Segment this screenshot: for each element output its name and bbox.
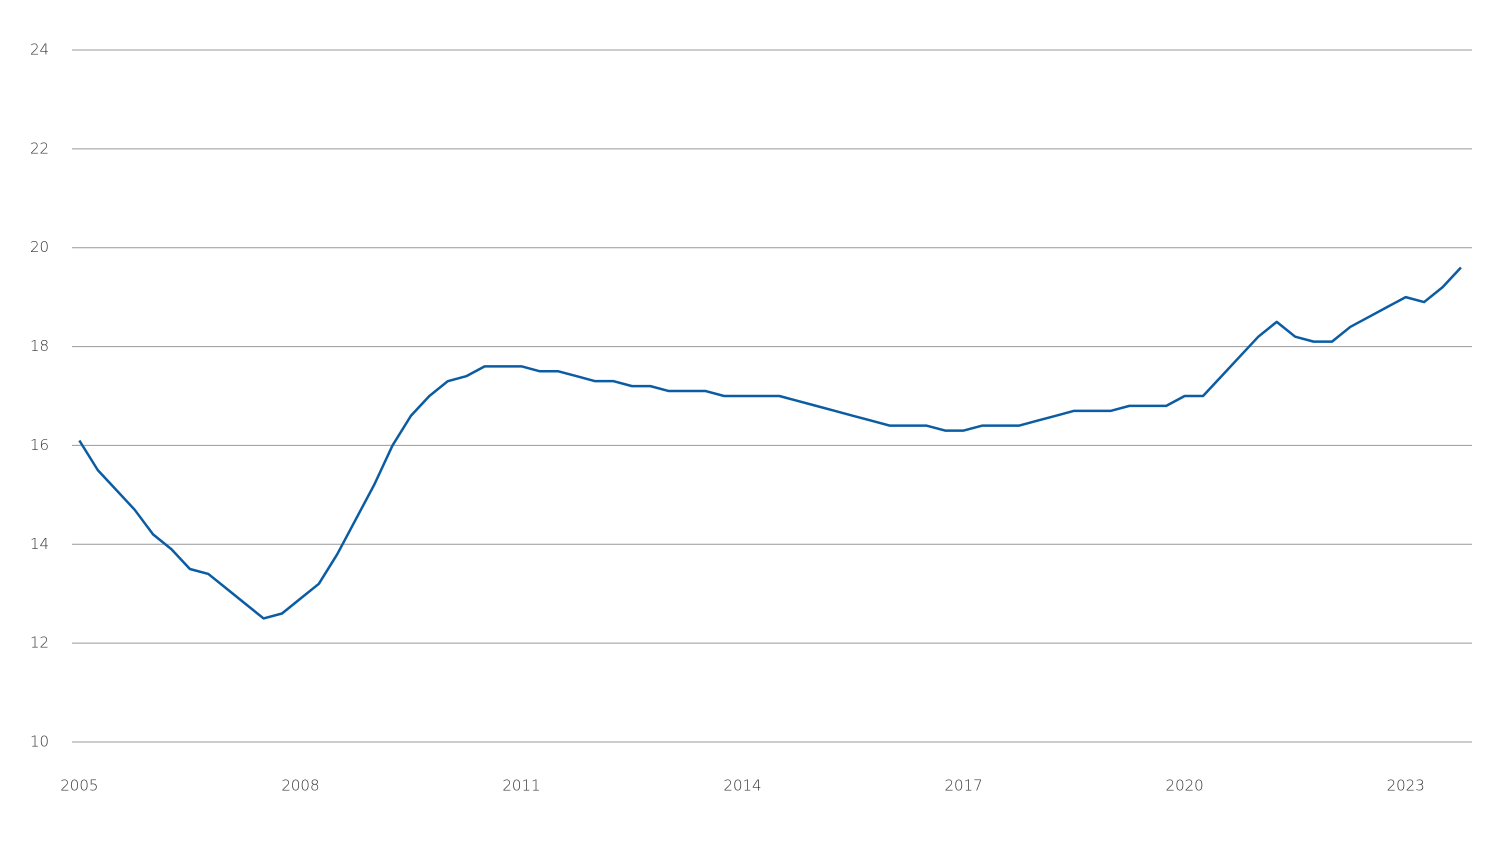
y-tick-label: 14 xyxy=(30,535,49,553)
y-tick-label: 12 xyxy=(30,634,49,652)
y-tick-label: 18 xyxy=(30,337,49,355)
x-tick-label: 2020 xyxy=(1166,777,1204,795)
y-tick-label: 20 xyxy=(30,238,49,256)
y-tick-label: 16 xyxy=(30,436,49,454)
y-tick-label: 10 xyxy=(30,733,49,751)
y-tick-label: 22 xyxy=(30,139,49,157)
x-tick-label: 2023 xyxy=(1387,777,1425,795)
line-series xyxy=(78,266,1462,620)
x-tick-label: 2005 xyxy=(60,777,98,795)
x-tick-label: 2014 xyxy=(723,777,761,795)
y-tick-label: 24 xyxy=(30,41,49,59)
x-tick-label: 2011 xyxy=(502,777,540,795)
x-tick-label: 2008 xyxy=(281,777,319,795)
x-tick-label: 2017 xyxy=(944,777,982,795)
